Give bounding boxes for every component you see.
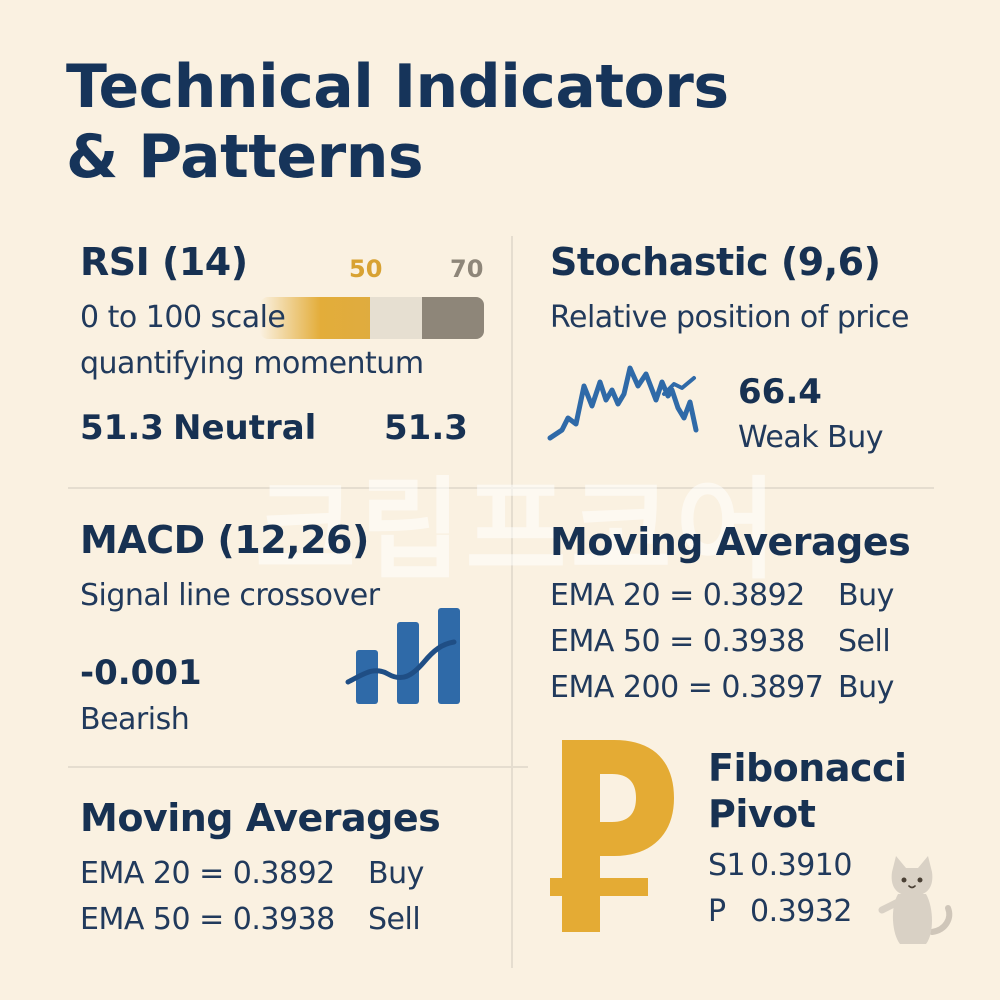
fibonacci-p-value: 0.3932 (750, 894, 852, 929)
moving-averages-left-heading: Moving Averages (80, 796, 441, 840)
stochastic-description: Relative position of price (550, 300, 910, 335)
bar-chart-icon (345, 608, 460, 704)
fibonacci-heading-line-1: Fibonacci (708, 746, 907, 790)
ema-row-label: EMA 200 = 0.3897 (550, 670, 824, 705)
rsi-description-line-2: quantifying momentum (80, 346, 424, 381)
watermark-text: 크립프코어 (255, 466, 781, 594)
rsi-bar-segment-high (422, 297, 484, 339)
ema-row-signal: Buy (368, 856, 424, 891)
stochastic-status: Weak Buy (738, 420, 884, 455)
rsi-bar-segment-mid (370, 297, 422, 339)
fibonacci-s1-value: 0.3910 (750, 848, 852, 883)
ema-row-signal: Sell (838, 624, 891, 659)
moving-averages-right-heading: Moving Averages (550, 520, 911, 564)
stochastic-heading: Stochastic (9,6) (550, 240, 881, 284)
rsi-description-line-1: 0 to 100 scale (80, 300, 286, 335)
ema-row-label: EMA 50 = 0.3938 (80, 902, 335, 937)
horizontal-divider-top (68, 487, 934, 489)
ema-row-label: EMA 20 = 0.3892 (550, 578, 805, 613)
rsi-bar-segment-low (260, 297, 370, 339)
rsi-value: 51.3 (80, 408, 164, 448)
macd-description: Signal line crossover (80, 578, 380, 613)
peso-sign-icon (550, 740, 674, 932)
page-title: Technical Indicators & Patterns (66, 52, 729, 192)
stochastic-value: 66.4 (738, 372, 822, 412)
line-chart-icon (547, 365, 699, 441)
rsi-scale-bar (260, 297, 484, 339)
fibonacci-p-label: P (708, 894, 726, 929)
macd-value: -0.001 (80, 653, 202, 693)
rsi-heading: RSI (14) (80, 240, 248, 284)
rsi-scale-marker-50: 50 (349, 255, 383, 283)
ema-row-label: EMA 50 = 0.3938 (550, 624, 805, 659)
ema-row-signal: Buy (838, 578, 894, 613)
macd-status: Bearish (80, 702, 190, 737)
page-title-line-2: & Patterns (66, 122, 424, 192)
horizontal-divider-bottom (68, 766, 528, 768)
page-title-line-1: Technical Indicators (66, 52, 729, 122)
cat-mascot-icon (878, 856, 953, 944)
rsi-status: Neutral (173, 408, 317, 448)
macd-heading: MACD (12,26) (80, 518, 369, 562)
rsi-scale-marker-70: 70 (450, 255, 484, 283)
fibonacci-heading-line-2: Pivot (708, 792, 816, 836)
ema-row-signal: Buy (838, 670, 894, 705)
rsi-value-right: 51.3 (384, 408, 468, 448)
ema-row-signal: Sell (368, 902, 421, 937)
vertical-divider (511, 236, 513, 968)
ema-row-label: EMA 20 = 0.3892 (80, 856, 335, 891)
fibonacci-s1-label: S1 (708, 848, 746, 883)
